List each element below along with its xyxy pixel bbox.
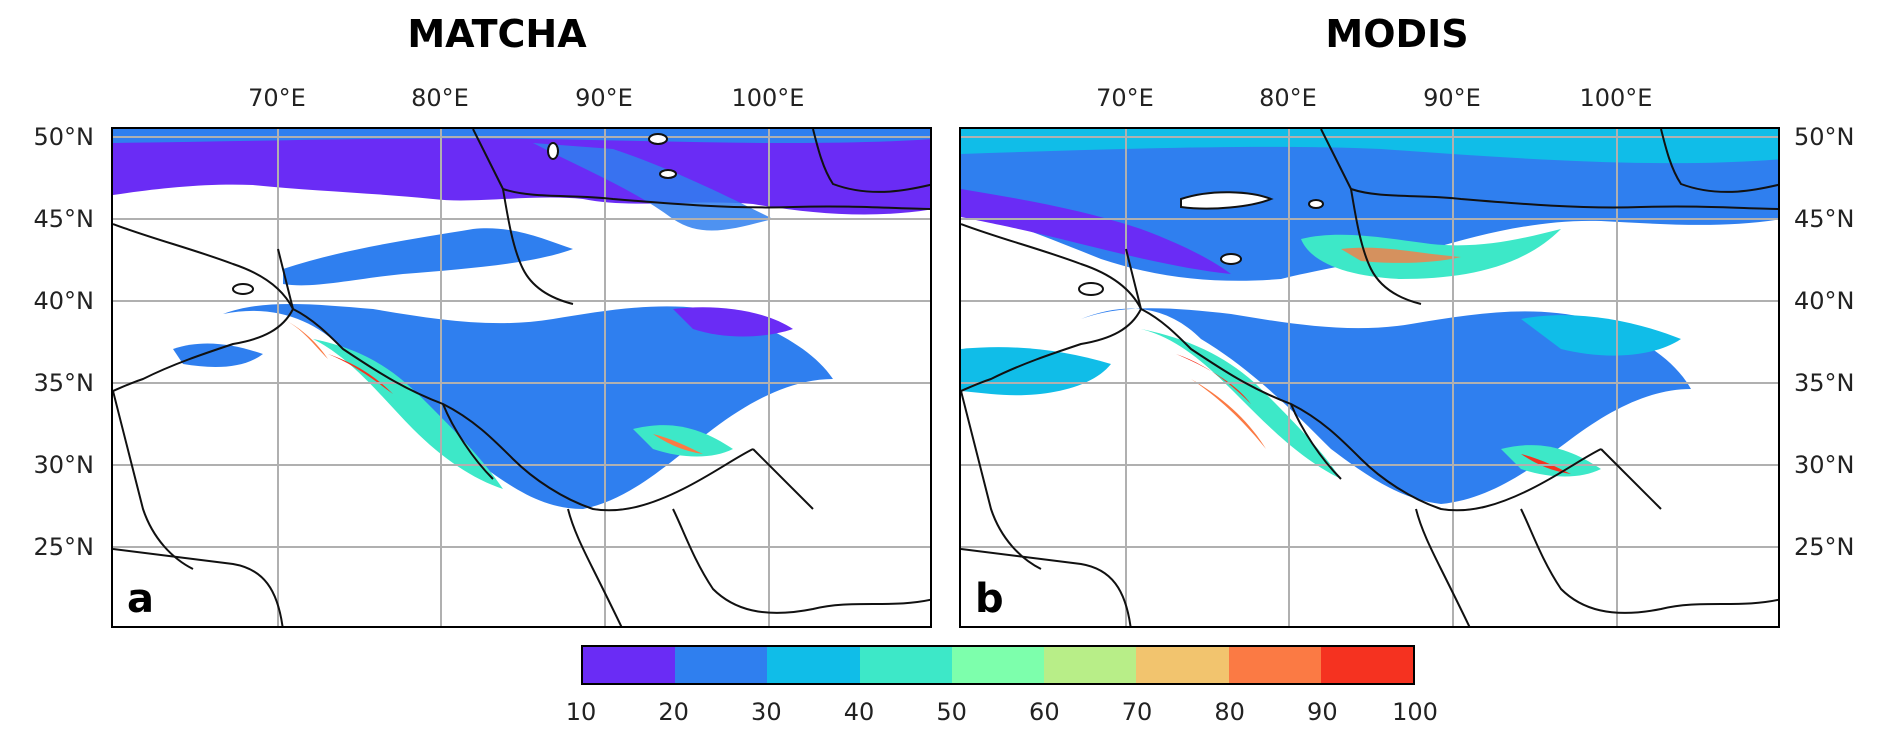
colorbar	[581, 645, 1415, 685]
colorbar-segment	[675, 647, 768, 683]
gridlines	[961, 129, 1778, 626]
lon-label: 80°E	[411, 84, 469, 112]
lon-label: 80°E	[1259, 84, 1317, 112]
colorbar-tick-label: 10	[565, 698, 597, 726]
lat-label: 50°N	[33, 123, 95, 151]
lat-label: 40°N	[1794, 287, 1855, 315]
lat-label: 35°N	[1794, 369, 1855, 397]
lat-label: 30°N	[1794, 451, 1855, 479]
lat-label: 45°N	[1794, 205, 1855, 233]
panel-b-letter: b	[975, 576, 1004, 622]
map-panel-a: a	[111, 127, 932, 628]
panel-a-letter: a	[127, 576, 154, 622]
colorbar-segment	[1228, 647, 1321, 683]
colorbar-tick-label: 90	[1307, 698, 1338, 726]
panel-b-title: MODIS	[1325, 12, 1469, 56]
lon-label: 100°E	[731, 84, 805, 112]
snow-shading	[113, 129, 930, 509]
lat-label: 25°N	[33, 533, 95, 561]
colorbar-tick-label: 70	[1121, 698, 1153, 726]
map-a-graphic	[113, 129, 930, 626]
colorbar-tick-label: 30	[751, 698, 782, 726]
lat-label: 40°N	[33, 287, 95, 315]
colorbar-segment	[767, 647, 860, 683]
colorbar-tick-label: 20	[658, 698, 689, 726]
lon-label: 90°E	[1423, 84, 1481, 112]
country-borders	[113, 129, 930, 626]
lat-label: 50°N	[1794, 123, 1855, 151]
lon-label: 70°E	[248, 84, 306, 112]
map-b-graphic	[961, 129, 1778, 626]
lat-label: 35°N	[33, 369, 95, 397]
map-panel-b: b	[959, 127, 1780, 628]
colorbar-segment	[951, 647, 1045, 683]
snow-shading	[961, 129, 1778, 504]
lakes	[1078, 191, 1324, 296]
colorbar-segment	[1320, 647, 1413, 683]
colorbar-segment	[1136, 647, 1229, 683]
lat-label: 25°N	[1794, 533, 1855, 561]
colorbar-segment	[1044, 647, 1137, 683]
colorbar-tick-label: 80	[1214, 698, 1245, 726]
colorbar-tick-label: 50	[936, 698, 967, 726]
lakes	[232, 133, 677, 295]
country-borders	[961, 129, 1778, 626]
lon-label: 90°E	[575, 84, 633, 112]
colorbar-segment	[583, 647, 676, 683]
colorbar-tick-label: 40	[843, 698, 875, 726]
colorbar-tick-label: 100	[1392, 698, 1438, 726]
lon-label: 100°E	[1579, 84, 1653, 112]
lon-label: 70°E	[1096, 84, 1154, 112]
gridlines	[113, 129, 930, 626]
colorbar-tick-label: 60	[1029, 698, 1060, 726]
lat-label: 45°N	[33, 205, 95, 233]
lat-label: 30°N	[33, 451, 95, 479]
panel-a-title: MATCHA	[407, 12, 587, 56]
colorbar-segment	[859, 647, 952, 683]
